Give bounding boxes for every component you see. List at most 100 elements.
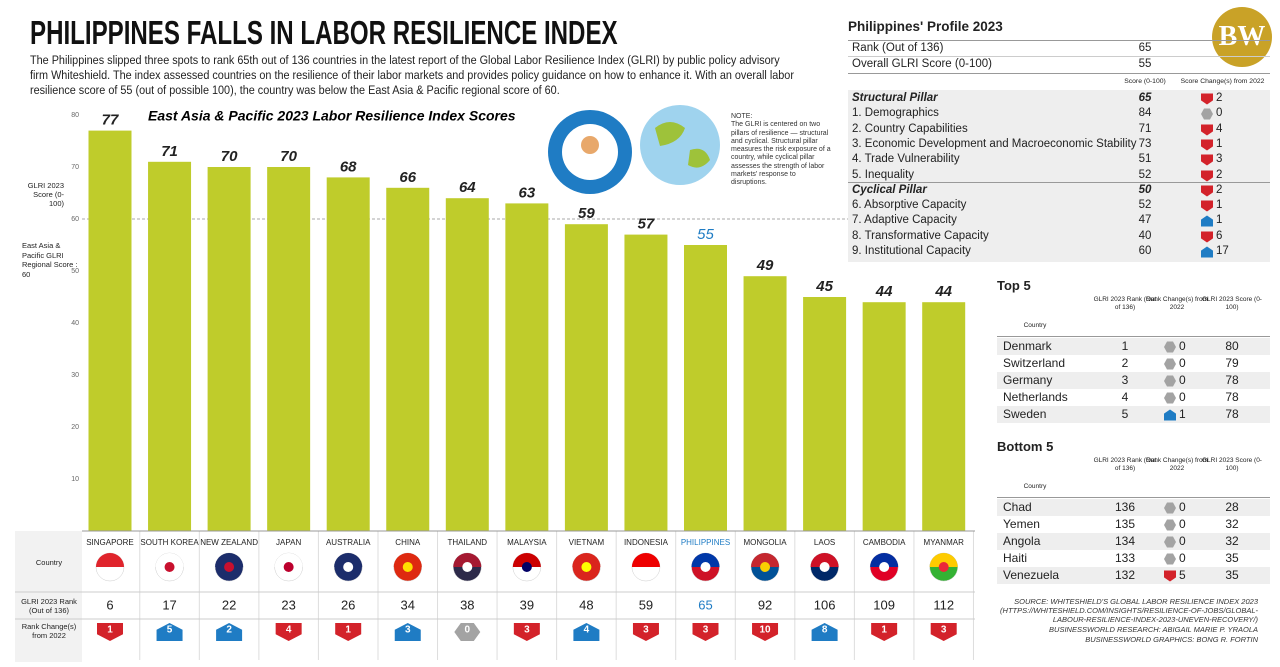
profile-row-change: 1 xyxy=(1216,214,1223,227)
flag xyxy=(283,562,294,572)
change-arrow xyxy=(454,623,481,641)
bar xyxy=(922,302,966,531)
flag xyxy=(343,562,354,572)
profile-row-change: 17 xyxy=(1216,245,1229,257)
arrow-icon xyxy=(1164,536,1176,548)
chart: East Asia & Pacific 2023 Labor Resilienc… xyxy=(15,105,975,662)
y-tick-label: 40 xyxy=(71,320,79,327)
rank-value: 6 xyxy=(106,597,113,612)
flag xyxy=(581,562,592,572)
column-header: Country xyxy=(1023,483,1047,490)
column-header: GLRI 2023 Rank (Out of 136) xyxy=(1093,457,1157,472)
table-rank: 4 xyxy=(1121,390,1129,404)
change-arrow xyxy=(1164,502,1176,514)
table-rank: 132 xyxy=(1114,568,1136,582)
row-label-strip xyxy=(15,531,82,662)
change-arrow xyxy=(1201,93,1213,105)
bar xyxy=(505,203,549,531)
table-change: 0 xyxy=(1179,339,1186,353)
profile-label: Overall GLRI Score (0-100) xyxy=(852,58,992,70)
value-label: 55 xyxy=(697,226,714,243)
table-score: 80 xyxy=(1225,339,1239,353)
change-arrow xyxy=(692,623,719,641)
profile-row-change: 2 xyxy=(1216,168,1223,181)
flag xyxy=(274,553,303,567)
profile-row-label: 3. Economic Development and Macroeconomi… xyxy=(852,137,1137,150)
illustration xyxy=(548,105,720,194)
arrow-icon xyxy=(1201,231,1213,243)
flag xyxy=(164,562,175,572)
arrow-icon xyxy=(1164,358,1176,370)
row-bg xyxy=(997,338,1270,355)
rank-value: 17 xyxy=(162,597,176,612)
rank-change-value: 4 xyxy=(584,625,590,636)
change-arrow xyxy=(1201,231,1213,243)
table-change: 0 xyxy=(1179,534,1186,548)
profile-value: 55 xyxy=(1138,58,1152,70)
profile-row-change: 1 xyxy=(1216,137,1223,150)
bar xyxy=(88,130,132,531)
flag xyxy=(751,553,780,567)
table-change: 0 xyxy=(1179,356,1186,370)
chart-title: East Asia & Pacific 2023 Labor Resilienc… xyxy=(148,108,516,124)
table-country: Switzerland xyxy=(1003,356,1066,370)
value-label: 68 xyxy=(340,158,357,175)
table-country: Angola xyxy=(1003,534,1041,548)
change-arrow xyxy=(1201,215,1213,227)
value-label: 63 xyxy=(519,184,536,201)
change-arrow xyxy=(811,623,838,641)
table-rank: 5 xyxy=(1121,407,1129,421)
change-arrow xyxy=(1201,185,1213,197)
y-axis-label: GLRI 2023 Score (0-100) xyxy=(27,181,64,208)
table-score: 32 xyxy=(1225,534,1239,548)
divider xyxy=(848,56,1270,57)
divider xyxy=(848,73,1270,74)
row-bg xyxy=(997,406,1270,423)
people xyxy=(581,136,599,154)
source-line: SOURCE: WHITESHIELD'S GLOBAL LABOR RESIL… xyxy=(1000,597,1258,624)
value-label: 44 xyxy=(875,283,893,300)
rank-change-value: 3 xyxy=(405,625,411,636)
table-country: Venezuela xyxy=(1003,568,1060,582)
x-tick-label: CHINA xyxy=(395,538,421,547)
rank-change-value: 3 xyxy=(524,625,530,636)
flag xyxy=(870,553,899,567)
profile-row-label: 2. Country Capabilities xyxy=(852,122,968,135)
x-tick-label: MYANMAR xyxy=(924,538,965,547)
arrow-icon xyxy=(1201,93,1213,105)
source-line: BUSINESSWORLD RESEARCH: ABIGAIL MARIE P.… xyxy=(1049,625,1258,634)
change-arrow xyxy=(1201,124,1213,136)
change-arrow xyxy=(871,623,898,641)
table-change: 0 xyxy=(1179,373,1186,387)
x-tick-label: AUSTRALIA xyxy=(326,538,371,547)
change-arrow xyxy=(1164,375,1176,387)
rank-value: 109 xyxy=(873,597,895,612)
flag xyxy=(521,562,532,572)
x-tick-label: THAILAND xyxy=(448,538,488,547)
rank-change-value: 3 xyxy=(703,625,709,636)
intro: The Philippines slipped three spots to r… xyxy=(30,53,794,97)
value-label: 70 xyxy=(280,148,297,165)
profile-row-label: 7. Adaptive Capacity xyxy=(852,214,957,227)
x-tick-label: LAOS xyxy=(814,538,835,547)
change-arrow xyxy=(632,623,659,641)
arrow-icon xyxy=(1201,170,1213,181)
profile-row-label: 5. Inequality xyxy=(852,168,915,181)
change-arrow xyxy=(97,623,123,641)
rank-value: 38 xyxy=(460,597,474,612)
bar xyxy=(743,276,787,531)
change-arrow xyxy=(1164,358,1176,370)
arrow-icon xyxy=(1201,108,1213,120)
arrow-icon xyxy=(1201,246,1213,258)
flag xyxy=(810,553,839,567)
table-title: Bottom 5 xyxy=(997,439,1054,454)
x-tick-label: MALAYSIA xyxy=(507,538,547,547)
column-header: Score Change(s) from 2022 xyxy=(1180,78,1265,85)
x-tick-label: JAPAN xyxy=(276,538,301,547)
y-tick-label: 50 xyxy=(71,268,79,275)
change-arrow xyxy=(156,623,183,641)
table-score: 28 xyxy=(1225,500,1239,514)
flag xyxy=(631,553,660,567)
rank-value: 112 xyxy=(933,597,954,612)
row-bg xyxy=(997,372,1270,389)
